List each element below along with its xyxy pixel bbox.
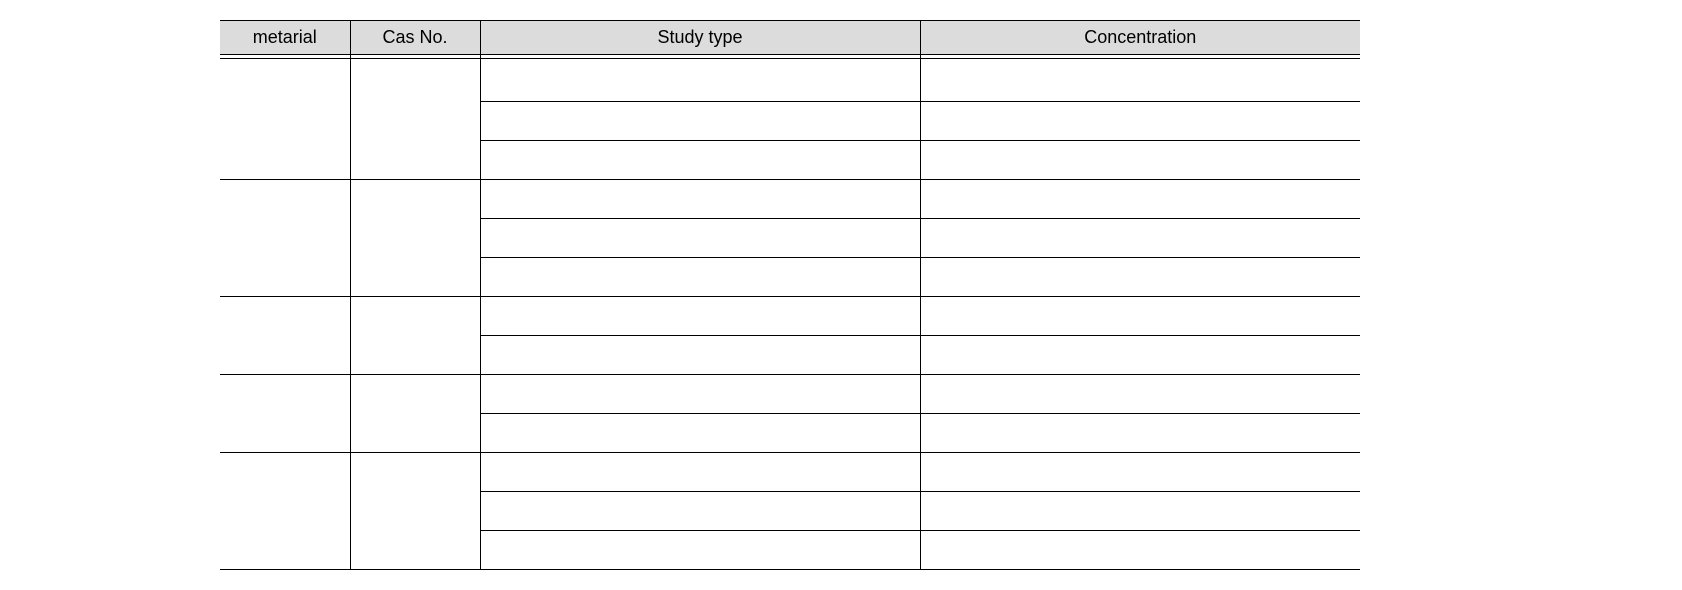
data-table: metarial Cas No. Study type Concentratio… xyxy=(220,20,1360,570)
cell-concentration xyxy=(920,414,1360,453)
cell-study-type xyxy=(480,180,920,219)
table-row xyxy=(220,375,1360,414)
col-header-cas: Cas No. xyxy=(350,21,480,55)
cell-concentration xyxy=(920,453,1360,492)
cell-cas-no xyxy=(350,375,480,453)
cell-cas-no xyxy=(350,297,480,375)
cell-concentration xyxy=(920,102,1360,141)
cell-cas-no xyxy=(350,180,480,297)
cell-cas-no xyxy=(350,55,480,180)
cell-concentration xyxy=(920,141,1360,180)
cell-study-type xyxy=(480,141,920,180)
cell-study-type xyxy=(480,414,920,453)
table-body xyxy=(220,55,1360,570)
table-header-row: metarial Cas No. Study type Concentratio… xyxy=(220,21,1360,55)
col-header-study: Study type xyxy=(480,21,920,55)
cell-study-type xyxy=(480,55,920,102)
cell-concentration xyxy=(920,336,1360,375)
col-header-material: metarial xyxy=(220,21,350,55)
cell-concentration xyxy=(920,55,1360,102)
cell-study-type xyxy=(480,219,920,258)
cell-study-type xyxy=(480,492,920,531)
table-row xyxy=(220,453,1360,492)
cell-concentration xyxy=(920,531,1360,570)
cell-material xyxy=(220,55,350,180)
cell-study-type xyxy=(480,531,920,570)
cell-concentration xyxy=(920,492,1360,531)
table-row xyxy=(220,297,1360,336)
cell-study-type xyxy=(480,375,920,414)
table-row xyxy=(220,55,1360,102)
cell-study-type xyxy=(480,453,920,492)
cell-material xyxy=(220,453,350,570)
cell-concentration xyxy=(920,219,1360,258)
cell-material xyxy=(220,375,350,453)
cell-study-type xyxy=(480,102,920,141)
table-row xyxy=(220,180,1360,219)
cell-concentration xyxy=(920,297,1360,336)
cell-cas-no xyxy=(350,453,480,570)
col-header-concentration: Concentration xyxy=(920,21,1360,55)
cell-study-type xyxy=(480,297,920,336)
cell-concentration xyxy=(920,375,1360,414)
cell-concentration xyxy=(920,180,1360,219)
cell-material xyxy=(220,180,350,297)
cell-material xyxy=(220,297,350,375)
cell-concentration xyxy=(920,258,1360,297)
cell-study-type xyxy=(480,336,920,375)
cell-study-type xyxy=(480,258,920,297)
table-container: metarial Cas No. Study type Concentratio… xyxy=(220,20,1360,570)
